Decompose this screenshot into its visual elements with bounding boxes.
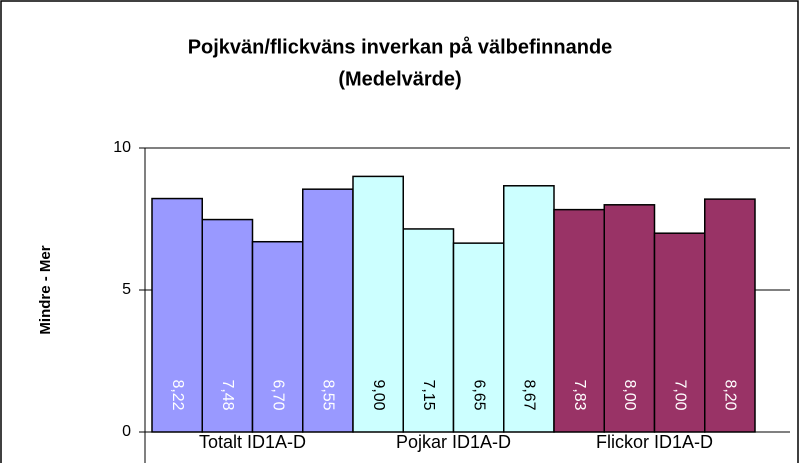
bar: [553, 208, 605, 433]
value-label: 7,48: [219, 379, 236, 410]
chart-title: Pojkvän/flickväns inverkan på välbefinna…: [188, 35, 613, 58]
bar: [302, 188, 354, 433]
value-label: 8,67: [521, 379, 538, 410]
bar: [201, 218, 254, 433]
bar: [402, 228, 455, 433]
chart-subtitle: (Medelvärde): [338, 68, 461, 90]
y-tick-label: 0: [122, 423, 131, 440]
x-tick-label: Totalt ID1A-D: [199, 432, 306, 452]
value-label: 8,00: [621, 379, 638, 410]
y-tick-label: 10: [113, 139, 131, 156]
value-label: 7,00: [671, 379, 688, 410]
value-label: 9,00: [370, 379, 387, 410]
bar: [704, 198, 756, 433]
value-label: 8,55: [320, 379, 337, 410]
y-axis-label: Mindre - Mer: [37, 245, 54, 334]
value-label: 8,20: [722, 379, 739, 410]
bar: [151, 197, 203, 433]
bar: [352, 175, 404, 433]
bar: [603, 204, 656, 433]
x-tick-label: Flickor ID1A-D: [596, 432, 713, 452]
value-label: 7,15: [420, 379, 437, 410]
bar: [452, 242, 505, 433]
bar: [653, 232, 706, 433]
y-tick-label: 5: [122, 281, 131, 298]
x-tick-label: Pojkar ID1A-D: [396, 432, 511, 452]
value-label: 6,65: [470, 379, 487, 410]
value-label: 8,22: [169, 379, 186, 410]
value-label: 7,83: [571, 379, 588, 410]
value-label: 6,70: [269, 379, 286, 410]
